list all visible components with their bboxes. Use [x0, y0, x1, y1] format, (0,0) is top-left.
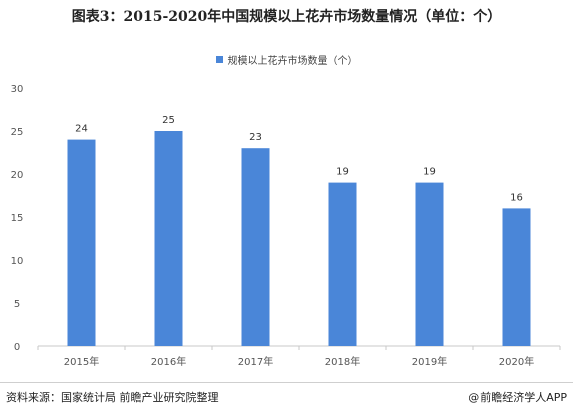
- bar: [328, 182, 357, 346]
- x-tick-label: 2018年: [325, 355, 360, 368]
- bar: [415, 182, 444, 346]
- x-tick-label: 2015年: [64, 355, 99, 368]
- y-tick-label: 10: [11, 256, 24, 267]
- at-icon: @: [468, 391, 480, 404]
- bar: [154, 131, 183, 346]
- y-tick-label: 0: [14, 342, 20, 353]
- bar: [241, 148, 270, 346]
- data-label: 23: [249, 132, 262, 143]
- legend: 规模以上花卉市场数量（个）: [0, 52, 573, 67]
- bar: [67, 139, 96, 346]
- credit-label: 前瞻经济学人APP: [480, 391, 567, 404]
- data-label: 25: [162, 115, 175, 126]
- data-label: 19: [336, 167, 349, 178]
- data-label: 24: [75, 124, 88, 135]
- x-tick-label: 2017年: [238, 355, 273, 368]
- x-tick-label: 2019年: [412, 355, 447, 368]
- footer-divider: [0, 382, 573, 383]
- bar: [502, 208, 531, 346]
- y-tick-label: 20: [11, 170, 24, 181]
- legend-label: 规模以上花卉市场数量（个）: [227, 56, 358, 67]
- credit: @前瞻经济学人APP: [468, 389, 567, 405]
- data-label: 19: [423, 167, 436, 178]
- y-tick-label: 25: [11, 127, 24, 138]
- legend-swatch: [215, 56, 223, 63]
- x-tick-label: 2020年: [499, 355, 534, 368]
- x-tick-label: 2016年: [151, 355, 186, 368]
- y-tick-label: 15: [11, 213, 24, 224]
- y-tick-label: 5: [14, 299, 20, 310]
- source-note: 资料来源：国家统计局 前瞻产业研究院整理: [6, 391, 219, 404]
- chart-title: 图表3：2015-2020年中国规模以上花卉市场数量情况（单位：个）: [71, 9, 502, 25]
- data-label: 16: [510, 192, 523, 203]
- y-tick-label: 30: [11, 84, 24, 95]
